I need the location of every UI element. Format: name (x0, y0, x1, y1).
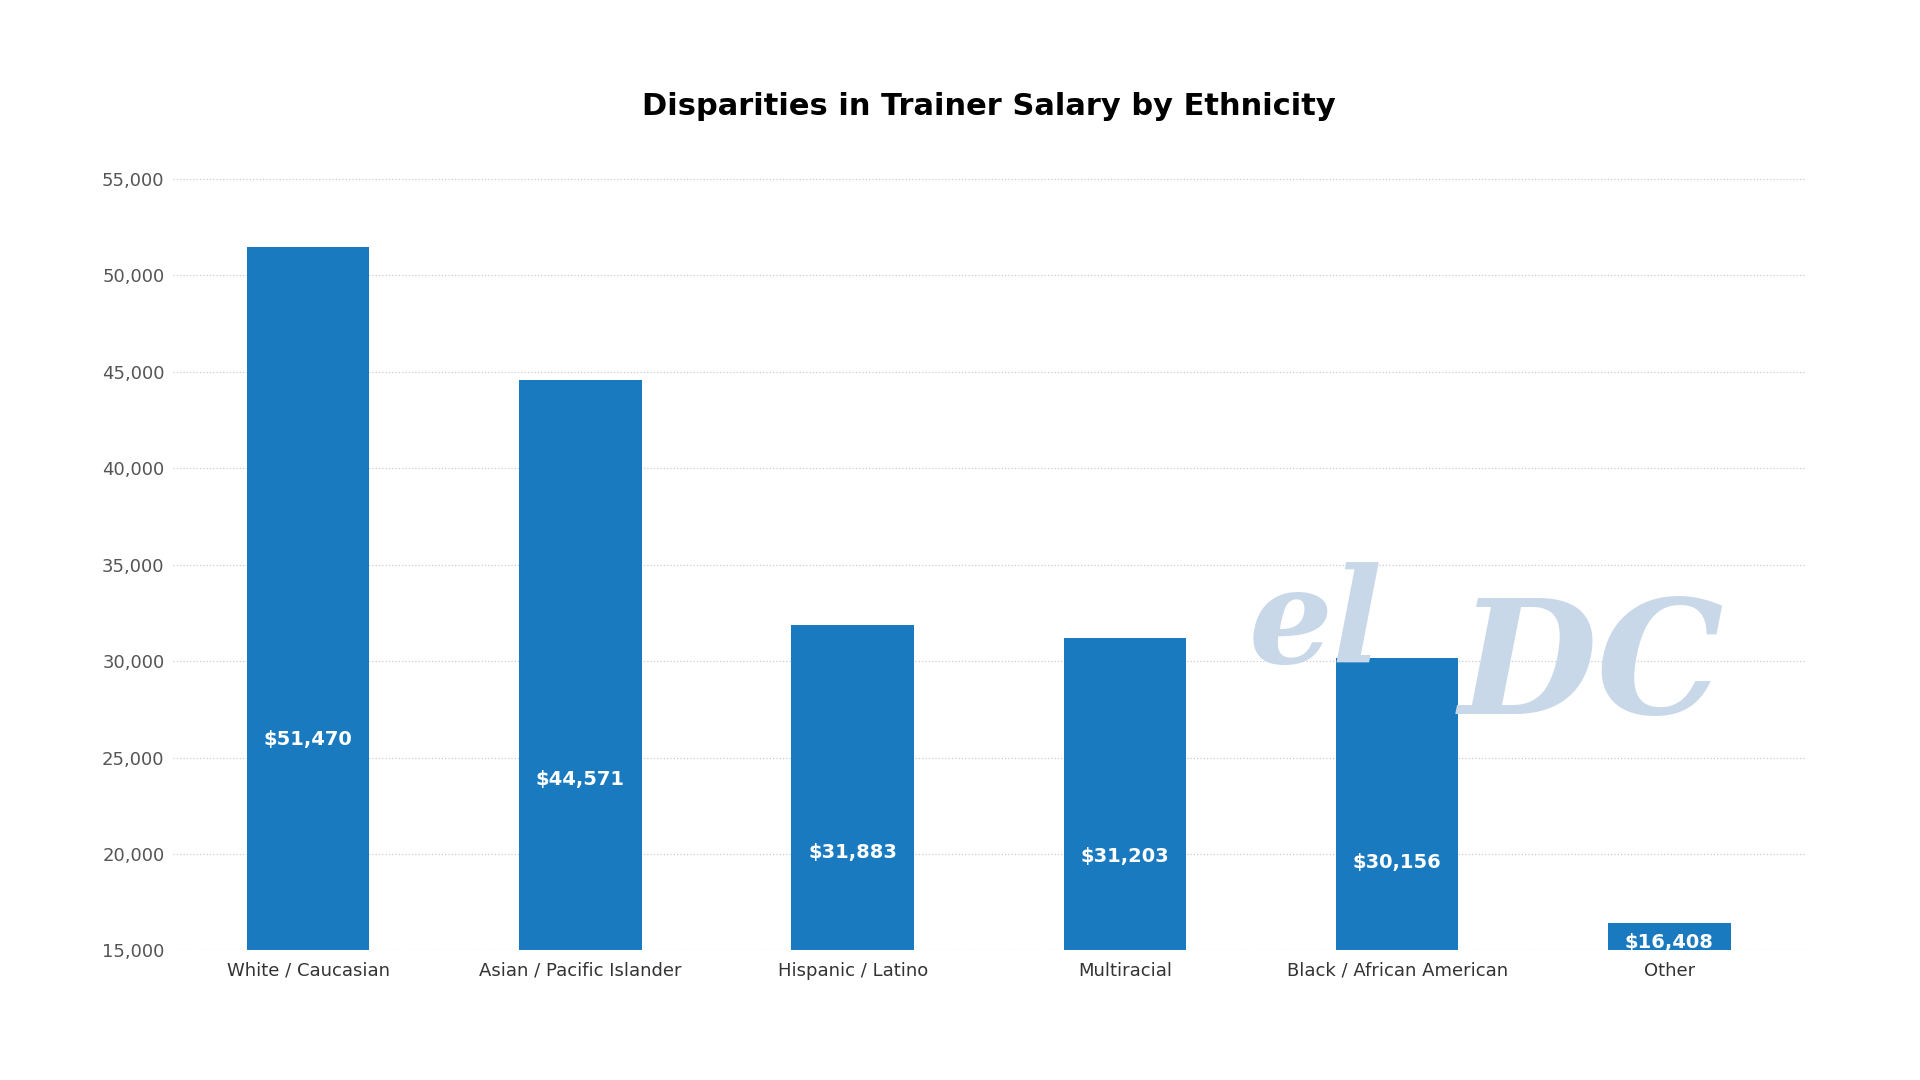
Text: $16,408: $16,408 (1624, 933, 1715, 951)
Bar (518, 380, 641, 1080)
Bar (1064, 638, 1187, 1080)
Text: $30,156: $30,156 (1354, 853, 1442, 873)
Text: $31,203: $31,203 (1081, 847, 1169, 866)
Text: el: el (1248, 562, 1382, 691)
Text: $31,883: $31,883 (808, 843, 897, 862)
Bar (248, 247, 369, 1080)
Bar (1609, 923, 1730, 1080)
Text: DC: DC (1459, 593, 1724, 746)
Text: $51,470: $51,470 (263, 730, 353, 748)
Text: $44,571: $44,571 (536, 770, 624, 788)
Title: Disparities in Trainer Salary by Ethnicity: Disparities in Trainer Salary by Ethnici… (641, 93, 1336, 121)
Bar (1336, 658, 1459, 1080)
Bar (791, 625, 914, 1080)
